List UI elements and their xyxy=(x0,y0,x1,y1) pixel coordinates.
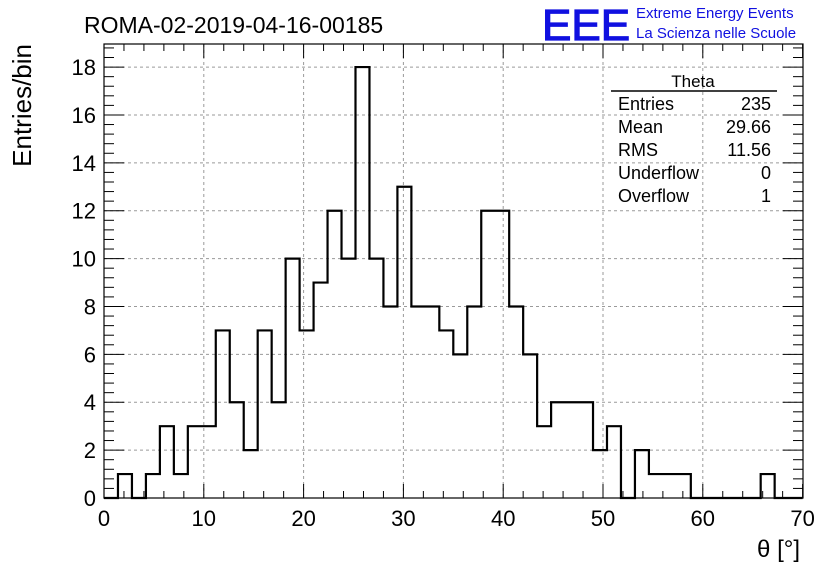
stats-row-value: 1 xyxy=(761,186,771,206)
y-axis-label: Entries/bin xyxy=(7,44,37,167)
y-tick-label: 0 xyxy=(84,486,96,511)
stats-rows: Entries 235 Mean 29.66 RMS 11.56 Underflow 0 Ove… xyxy=(618,94,771,206)
y-tick-labels: 0 2 4 6 8 10 12 14 16 18 xyxy=(72,55,96,511)
y-tick-label: 2 xyxy=(84,438,96,463)
stats-row-value: 11.56 xyxy=(727,140,771,160)
y-tick-label: 6 xyxy=(84,342,96,367)
x-tick-label: 50 xyxy=(591,506,615,531)
eee-logo: EEE Extreme Energy Events La Scienza nel… xyxy=(541,0,796,50)
stats-box: Theta Entries 235 Mean 29.66 RMS 11.56 Underfl… xyxy=(611,72,777,206)
x-tick-label: 10 xyxy=(192,506,216,531)
y-tick-label: 10 xyxy=(72,247,96,272)
y-tick-label: 16 xyxy=(72,103,96,128)
stats-row-value: 235 xyxy=(741,94,771,114)
x-axis-label: θ [°] xyxy=(757,536,800,563)
stats-row-label: RMS xyxy=(618,140,658,160)
x-tick-label: 0 xyxy=(98,506,110,531)
stats-row-value: 0 xyxy=(761,163,771,183)
stats-row-label: Overflow xyxy=(618,186,690,206)
axis-ticks xyxy=(103,44,804,499)
plot-frame xyxy=(103,43,804,499)
x-tick-labels: 0 10 20 30 40 50 60 70 xyxy=(98,506,815,531)
logo-line-2: La Scienza nelle Scuole xyxy=(636,25,796,42)
y-tick-label: 12 xyxy=(72,199,96,224)
stats-row-label: Underflow xyxy=(618,163,700,183)
stats-row-label: Mean xyxy=(618,117,663,137)
y-tick-label: 18 xyxy=(72,55,96,80)
x-tick-label: 30 xyxy=(391,506,415,531)
x-tick-label: 20 xyxy=(291,506,315,531)
grid xyxy=(104,44,803,498)
logo-line-1: Extreme Energy Events xyxy=(636,5,794,22)
histogram-line xyxy=(104,65,803,500)
stats-row-value: 29.66 xyxy=(726,117,771,137)
stats-title: Theta xyxy=(671,72,715,91)
y-tick-label: 4 xyxy=(84,390,96,415)
x-tick-label: 40 xyxy=(491,506,515,531)
stats-row-label: Entries xyxy=(618,94,674,114)
x-tick-label: 60 xyxy=(691,506,715,531)
eee-logo-text: EEE xyxy=(542,1,630,50)
y-tick-label: 8 xyxy=(84,294,96,319)
histogram-outline xyxy=(104,65,803,500)
x-tick-label: 70 xyxy=(790,506,814,531)
y-tick-label: 14 xyxy=(72,151,96,176)
run-title: ROMA-02-2019-04-16-00185 xyxy=(84,12,383,38)
